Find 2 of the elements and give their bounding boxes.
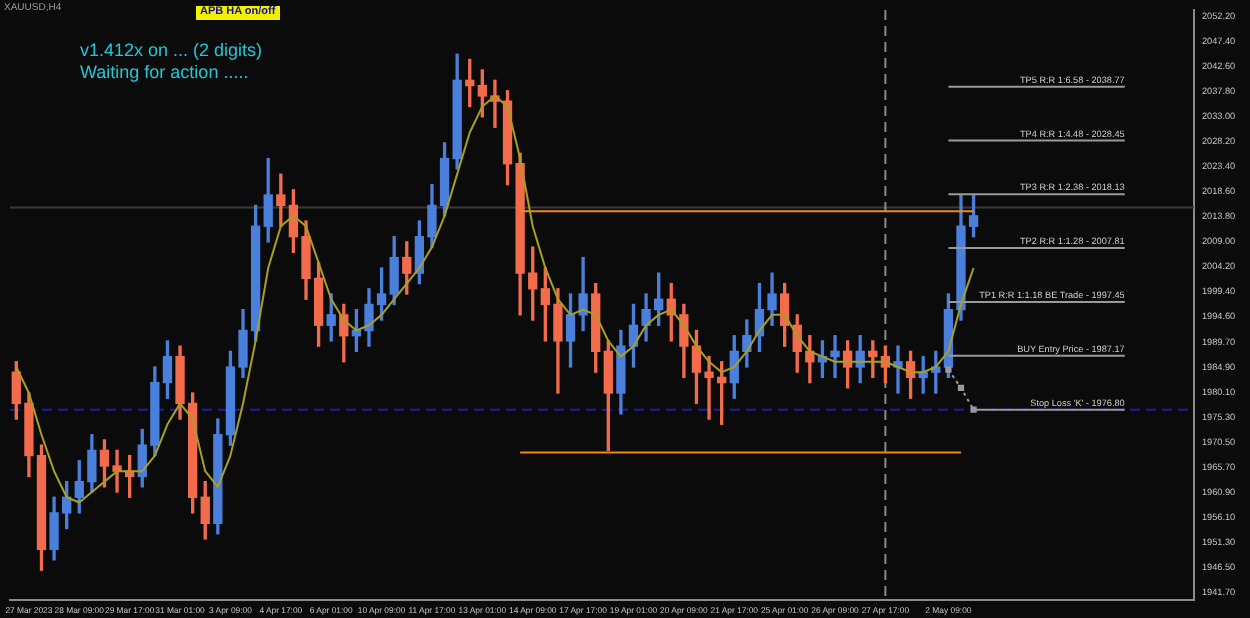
annotation: v1.412x on ... (2 digits) [80,40,263,62]
annotation: Waiting for action ..... [80,62,249,84]
